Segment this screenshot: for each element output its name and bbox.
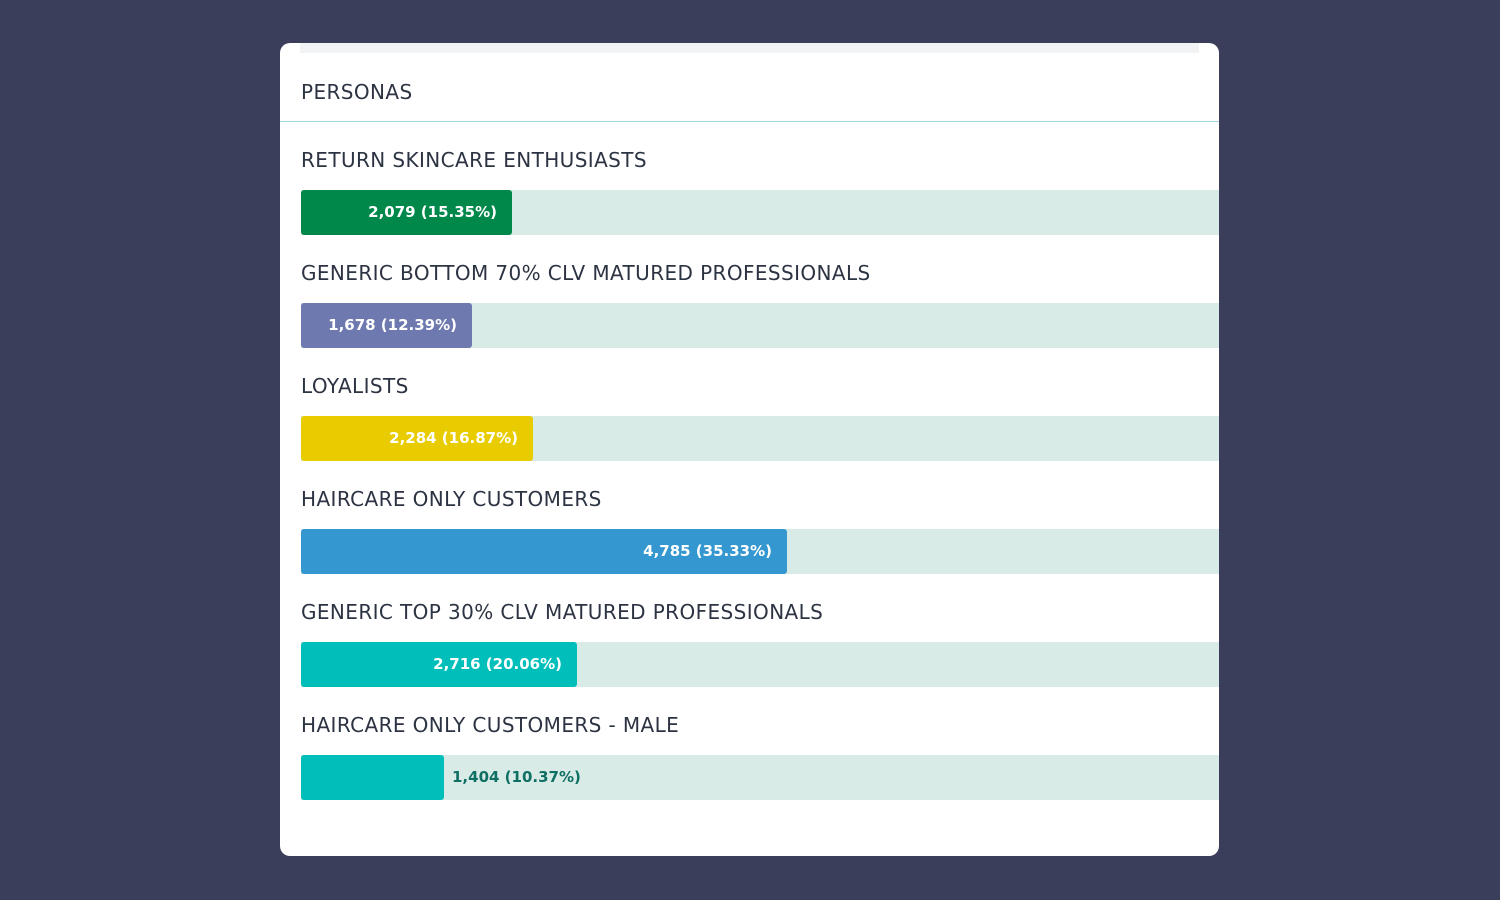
persona-label: LOYALISTS	[301, 374, 409, 398]
bar-track: 1,404 (10.37%)	[301, 755, 1219, 800]
persona-label: RETURN SKINCARE ENTHUSIASTS	[301, 148, 647, 172]
personas-card: PERSONAS RETURN SKINCARE ENTHUSIASTS 2,07…	[280, 43, 1219, 856]
bar-track: 4,785 (35.33%)	[301, 529, 1219, 574]
panel-title: PERSONAS	[301, 80, 413, 104]
persona-bar[interactable]	[301, 642, 577, 687]
bar-track: 2,284 (16.87%)	[301, 416, 1219, 461]
persona-label: HAIRCARE ONLY CUSTOMERS	[301, 487, 602, 511]
persona-label: GENERIC TOP 30% CLV MATURED PROFESSIONAL…	[301, 600, 824, 624]
persona-bar[interactable]	[301, 755, 444, 800]
bar-value-label: 2,284 (16.87%)	[389, 429, 518, 447]
persona-bar[interactable]	[301, 190, 512, 235]
bar-track: 2,079 (15.35%)	[301, 190, 1219, 235]
card-header: PERSONAS	[280, 43, 1219, 122]
persona-label: GENERIC BOTTOM 70% CLV MATURED PROFESSIO…	[301, 261, 871, 285]
persona-bar[interactable]	[301, 416, 533, 461]
persona-bar[interactable]	[301, 303, 472, 348]
bar-value-label: 4,785 (35.33%)	[643, 542, 772, 560]
bar-track: 1,678 (12.39%)	[301, 303, 1219, 348]
bar-value-label: 2,079 (15.35%)	[368, 203, 497, 221]
persona-bar[interactable]	[301, 529, 787, 574]
bar-value-label: 1,404 (10.37%)	[452, 768, 581, 786]
persona-label: HAIRCARE ONLY CUSTOMERS - MALE	[301, 713, 680, 737]
bar-value-label: 1,678 (12.39%)	[328, 316, 457, 334]
card-top-strip	[300, 43, 1199, 53]
bar-track: 2,716 (20.06%)	[301, 642, 1219, 687]
bar-value-label: 2,716 (20.06%)	[433, 655, 562, 673]
